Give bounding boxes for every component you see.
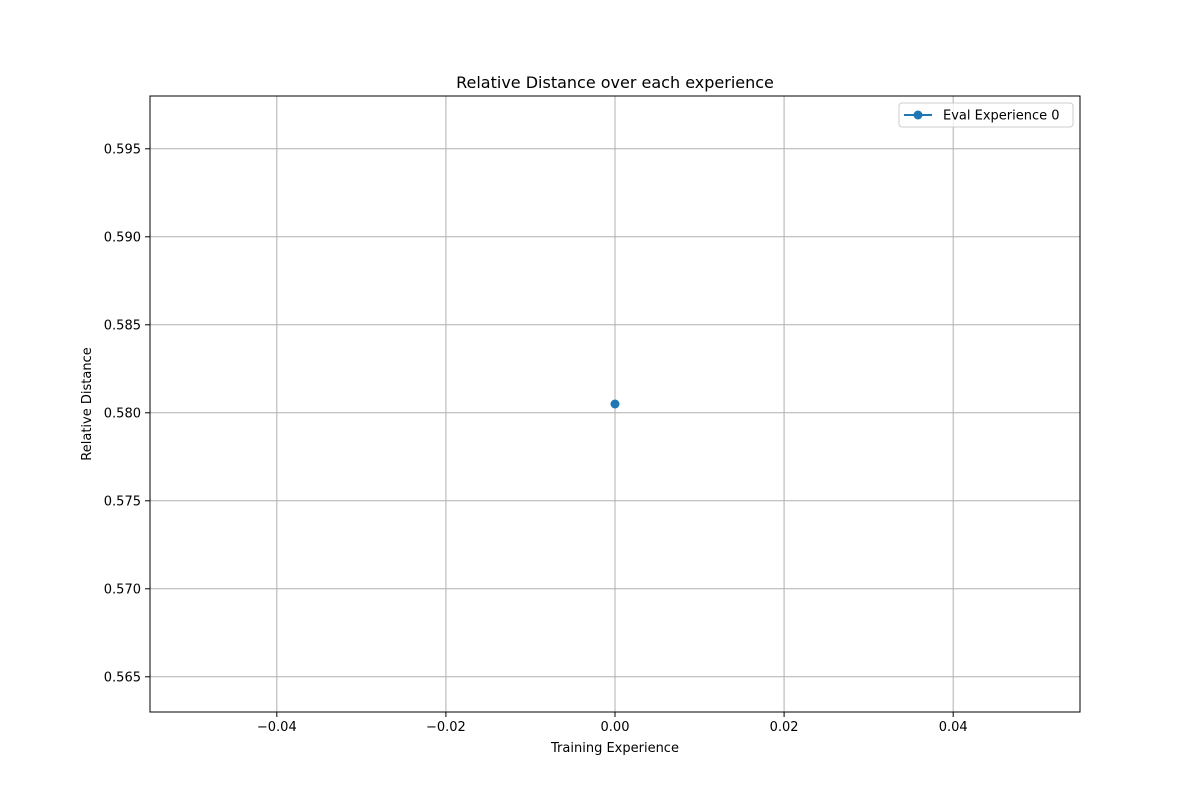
chart-title: Relative Distance over each experience: [456, 73, 774, 92]
data-series: [610, 399, 620, 409]
y-tick-label: 0.580: [104, 406, 141, 421]
y-tick-label: 0.570: [104, 582, 141, 597]
legend-label: Eval Experience 0: [943, 109, 1060, 124]
y-tick-label: 0.595: [104, 142, 141, 157]
y-tick-label: 0.575: [104, 494, 141, 509]
data-point: [610, 399, 620, 409]
legend: Eval Experience 0: [898, 102, 1074, 128]
x-tick-label: −0.02: [426, 720, 466, 735]
x-tick-label: 0.02: [770, 720, 799, 735]
y-tick-label: 0.565: [104, 670, 141, 685]
x-axis-label: Training Experience: [550, 741, 679, 756]
legend-box: [898, 102, 1074, 128]
x-tick-label: −0.04: [257, 720, 297, 735]
x-tick-label: 0.04: [939, 720, 968, 735]
axis-ticks: −0.04 −0.02 0.00 0.02 0.04 0.565 0.570 0.575 0.5…: [104, 142, 968, 735]
y-tick-label: 0.585: [104, 318, 141, 333]
y-tick-label: 0.590: [104, 230, 141, 245]
plot-area-frame: [149, 95, 1081, 713]
legend-point-marker: [913, 110, 923, 120]
x-tick-label: 0.00: [601, 720, 630, 735]
y-axis-label: Relative Distance: [80, 347, 95, 460]
